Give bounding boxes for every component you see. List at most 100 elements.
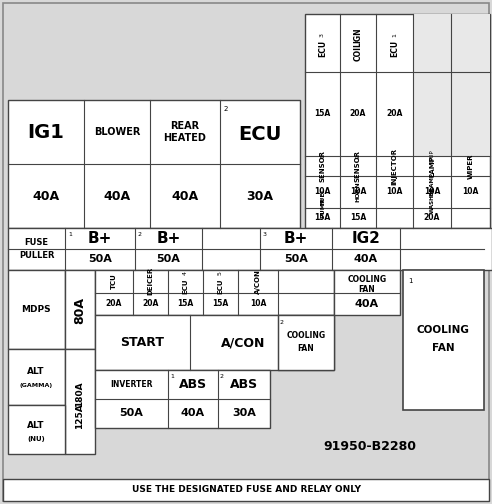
Text: 15A: 15A xyxy=(213,299,229,308)
Text: ABS: ABS xyxy=(230,378,258,391)
Text: 1: 1 xyxy=(392,33,397,37)
Text: ECU: ECU xyxy=(217,279,223,294)
Text: 40A: 40A xyxy=(103,190,130,203)
Text: COOLING: COOLING xyxy=(347,275,387,284)
Text: 40A: 40A xyxy=(355,299,379,309)
Text: 50A: 50A xyxy=(120,409,144,418)
Text: ECU: ECU xyxy=(238,124,282,144)
Text: 10A: 10A xyxy=(314,187,331,197)
Bar xyxy=(95,270,334,315)
Text: 10A: 10A xyxy=(424,187,440,197)
Text: 1: 1 xyxy=(408,278,412,284)
Text: START: START xyxy=(121,336,164,349)
Text: 125A: 125A xyxy=(75,403,85,429)
Bar xyxy=(413,14,490,72)
Text: IG2: IG2 xyxy=(352,231,380,246)
Text: 2: 2 xyxy=(280,320,284,325)
Text: LAMP: LAMP xyxy=(429,155,435,177)
Text: 50A: 50A xyxy=(156,255,181,265)
Text: HORN: HORN xyxy=(356,181,361,203)
Bar xyxy=(65,349,95,454)
Text: 1: 1 xyxy=(320,154,325,158)
Text: 1: 1 xyxy=(68,232,72,237)
Text: ECU: ECU xyxy=(183,279,188,294)
Text: 50A: 50A xyxy=(88,255,112,265)
Text: 10A: 10A xyxy=(250,299,266,308)
Text: 80A: 80A xyxy=(73,296,87,324)
Text: PUMP: PUMP xyxy=(320,198,325,218)
Text: IGN: IGN xyxy=(353,27,363,43)
Text: DEICER: DEICER xyxy=(148,267,154,295)
Text: WIPER: WIPER xyxy=(467,153,473,179)
Text: 20A: 20A xyxy=(386,109,402,118)
Text: 40A: 40A xyxy=(32,190,60,203)
Text: USE THE DESIGNATED FUSE AND RELAY ONLY: USE THE DESIGNATED FUSE AND RELAY ONLY xyxy=(131,485,361,494)
Text: 2: 2 xyxy=(220,374,224,379)
Text: 180A: 180A xyxy=(75,381,85,407)
Bar xyxy=(8,405,65,454)
Bar xyxy=(334,270,400,315)
Text: 15A: 15A xyxy=(314,214,331,222)
Text: 20A: 20A xyxy=(424,214,440,222)
Bar xyxy=(65,270,95,349)
Text: 10A: 10A xyxy=(350,187,366,197)
Text: INVERTER: INVERTER xyxy=(110,380,153,389)
Bar xyxy=(95,315,334,370)
Text: FAN: FAN xyxy=(431,343,454,353)
Bar xyxy=(3,479,489,501)
Text: 30A: 30A xyxy=(246,190,274,203)
Text: B+: B+ xyxy=(284,231,308,246)
Bar xyxy=(8,100,300,228)
Bar xyxy=(403,270,484,410)
Bar xyxy=(278,315,334,370)
Text: ALT: ALT xyxy=(27,367,45,376)
Text: B+: B+ xyxy=(156,231,181,246)
Text: 5: 5 xyxy=(218,271,223,275)
Text: ALT: ALT xyxy=(27,420,45,429)
Text: 2: 2 xyxy=(224,106,228,112)
Text: PULLER: PULLER xyxy=(19,251,54,260)
Text: ECU: ECU xyxy=(318,39,327,56)
Text: (NU): (NU) xyxy=(27,436,45,442)
Bar xyxy=(8,228,492,270)
Text: FUSE: FUSE xyxy=(25,238,49,247)
Bar xyxy=(95,370,270,428)
Text: SENSOR: SENSOR xyxy=(355,150,361,182)
Text: FAN: FAN xyxy=(359,285,375,294)
Text: FUEL: FUEL xyxy=(320,187,325,205)
Text: B+: B+ xyxy=(88,231,112,246)
Text: 50A: 50A xyxy=(284,255,308,265)
Text: 3: 3 xyxy=(320,33,325,37)
Text: 15A: 15A xyxy=(350,214,366,222)
Text: INJECTOR: INJECTOR xyxy=(392,148,398,184)
Text: H/LAMP: H/LAMP xyxy=(430,172,434,196)
Text: WASHER: WASHER xyxy=(430,186,434,213)
Text: 40A: 40A xyxy=(171,190,199,203)
Bar xyxy=(413,72,490,156)
Text: FAN: FAN xyxy=(298,344,314,353)
Text: 10A: 10A xyxy=(386,187,402,197)
Text: ECU: ECU xyxy=(390,39,399,56)
Text: REAR: REAR xyxy=(170,121,200,131)
Text: MDPS: MDPS xyxy=(21,305,51,314)
Text: 15A: 15A xyxy=(178,299,194,308)
Text: 2: 2 xyxy=(356,154,361,158)
Text: COIL: COIL xyxy=(353,41,363,61)
Text: 20A: 20A xyxy=(106,299,122,308)
Text: A/CON: A/CON xyxy=(221,336,265,349)
Bar xyxy=(305,14,490,228)
Text: 20A: 20A xyxy=(142,299,159,308)
Text: 1: 1 xyxy=(170,374,174,379)
Text: HEATED: HEATED xyxy=(163,133,207,143)
Text: TCU: TCU xyxy=(111,273,117,289)
Text: ABS: ABS xyxy=(179,378,207,391)
Text: 40A: 40A xyxy=(181,409,205,418)
Text: IG1: IG1 xyxy=(28,122,64,142)
Text: 30A: 30A xyxy=(232,409,256,418)
Text: BLOWER: BLOWER xyxy=(94,127,140,137)
Text: 91950-B2280: 91950-B2280 xyxy=(324,439,417,453)
Bar xyxy=(8,349,65,405)
Text: 10A: 10A xyxy=(462,187,479,197)
Text: 2: 2 xyxy=(138,232,142,237)
Text: COOLING: COOLING xyxy=(417,325,469,335)
